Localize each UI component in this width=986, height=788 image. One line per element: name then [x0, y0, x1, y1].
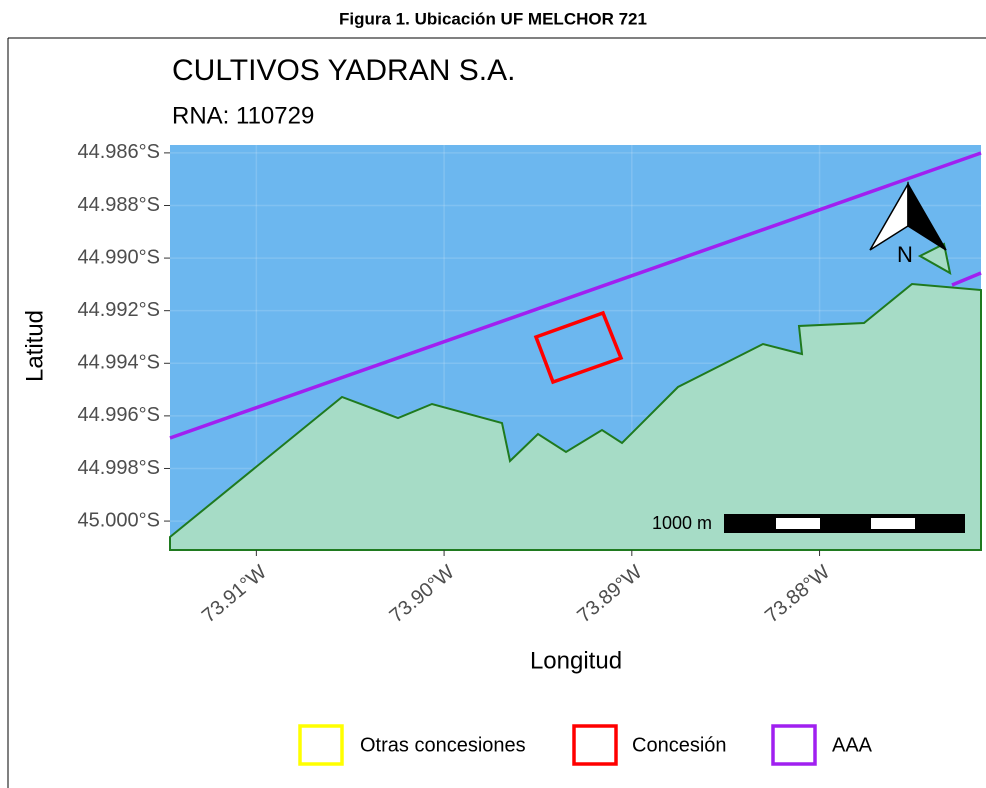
legend-key — [572, 724, 618, 766]
x-tick-label: 73.88°W — [761, 561, 834, 627]
aaa-line — [169, 151, 982, 440]
y-tick-label: 44.988°S — [77, 194, 160, 216]
legend-label: Otras concesiones — [360, 734, 526, 756]
y-tick-label: 45.000°S — [77, 509, 160, 531]
x-tick-label: 73.89°W — [573, 561, 646, 627]
legend-label: Concesión — [632, 734, 727, 756]
map-panel: N 1000 m — [169, 145, 982, 551]
y-tick-label: 44.990°S — [77, 246, 160, 268]
map-subtitle: RNA: 110729 — [172, 102, 314, 129]
x-axis-label: Longitud — [530, 647, 622, 674]
legend: Otras concesiones Concesión AAA — [298, 724, 873, 766]
y-tick-label: 44.992°S — [77, 299, 160, 321]
y-tick-label: 44.986°S — [77, 141, 160, 163]
x-tick-label: 73.91°W — [198, 561, 271, 627]
north-arrow: N — [869, 181, 947, 267]
legend-key — [771, 724, 817, 766]
island — [917, 242, 952, 275]
concession — [533, 310, 624, 385]
x-tick-label: 73.90°W — [386, 561, 459, 627]
north-label: N — [897, 242, 913, 267]
legend-key — [298, 724, 344, 766]
land — [169, 282, 982, 551]
legend-label: AAA — [832, 734, 873, 756]
scale-bar: 1000 m — [652, 513, 965, 533]
y-tick-label: 44.996°S — [77, 404, 160, 426]
y-tick-label: 44.998°S — [77, 457, 160, 479]
y-tick-label: 44.994°S — [77, 352, 160, 374]
y-axis-label: Latitud — [21, 310, 48, 382]
map-title: CULTIVOS YADRAN S.A. — [172, 54, 515, 87]
aaa-line — [951, 271, 982, 287]
scale-label: 1000 m — [652, 513, 712, 533]
caption: Figura 1. Ubicación UF MELCHOR 721 — [339, 9, 647, 28]
